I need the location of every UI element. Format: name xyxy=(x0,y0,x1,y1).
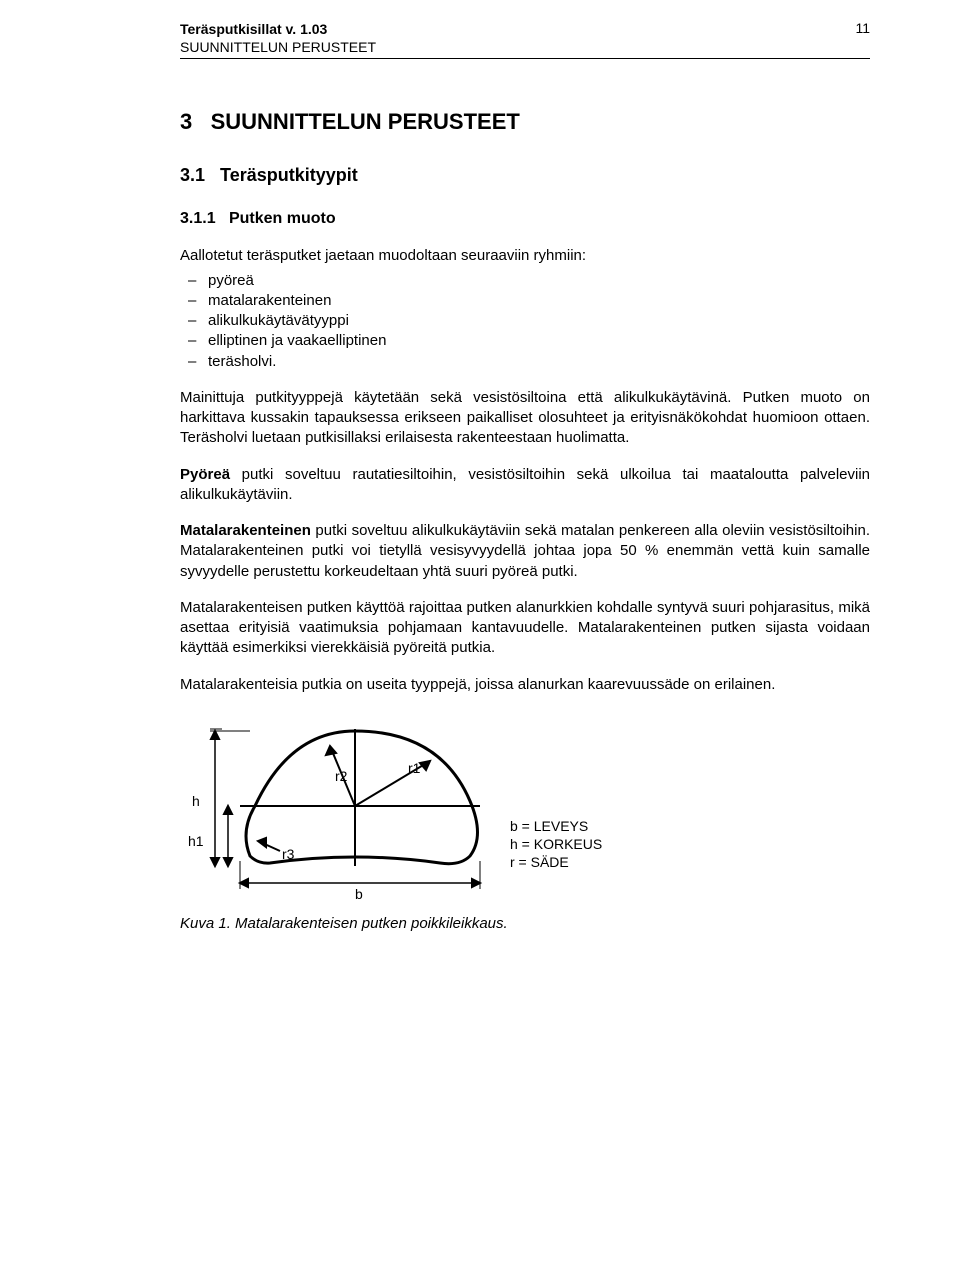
figure-caption: Kuva 1. Matalarakenteisen putken poikkil… xyxy=(180,915,870,932)
doc-title: Teräsputkisillat v. 1.03 xyxy=(180,20,376,38)
subsubsection-title: Putken muoto xyxy=(229,210,336,227)
paragraph-6: Matalarakenteisia putkia on useita tyypp… xyxy=(180,675,870,695)
subsection-title: Teräsputkityypit xyxy=(220,165,358,185)
section-number: 3 xyxy=(180,109,192,134)
paragraph-4: Matalarakenteinen putki soveltuu alikulk… xyxy=(180,521,870,582)
list-item: teräsholvi. xyxy=(180,352,870,372)
doc-subtitle: SUUNNITTELUN PERUSTEET xyxy=(180,38,376,56)
list-item: matalarakenteinen xyxy=(180,291,870,311)
cross-section-diagram: h h1 r2 r1 r3 b b = LEVEYS h = KORKEUS r… xyxy=(180,711,660,901)
subsubsection-number: 3.1.1 xyxy=(180,210,216,227)
paragraph-5: Matalarakenteisen putken käyttöä rajoitt… xyxy=(180,598,870,659)
label-b: b xyxy=(355,886,363,901)
figure-1: h h1 r2 r1 r3 b b = LEVEYS h = KORKEUS r… xyxy=(180,711,870,901)
label-h1: h1 xyxy=(188,833,204,849)
para3-bold: Pyöreä xyxy=(180,466,230,483)
paragraph-3: Pyöreä putki soveltuu rautatiesiltoihin,… xyxy=(180,465,870,506)
subsection-number: 3.1 xyxy=(180,165,205,185)
section-heading: 3 SUUNNITTELUN PERUSTEET xyxy=(180,109,870,135)
header-rule xyxy=(180,58,870,59)
list-item: pyöreä xyxy=(180,271,870,291)
para4-bold: Matalarakenteinen xyxy=(180,522,311,539)
page-header: Teräsputkisillat v. 1.03 SUUNNITTELUN PE… xyxy=(180,20,870,56)
list-item: elliptinen ja vaakaelliptinen xyxy=(180,331,870,351)
subsubsection-heading: 3.1.1 Putken muoto xyxy=(180,210,870,228)
label-r2: r2 xyxy=(335,768,348,784)
section-title: SUUNNITTELUN PERUSTEET xyxy=(211,109,520,134)
list-item: alikulkukäytävätyyppi xyxy=(180,311,870,331)
legend-r: r = SÄDE xyxy=(510,854,569,870)
para3-rest: putki soveltuu rautatiesiltoihin, vesist… xyxy=(180,466,870,503)
paragraph-2: Mainittuja putkityyppejä käytetään sekä … xyxy=(180,388,870,449)
label-r3: r3 xyxy=(282,846,295,862)
document-page: Teräsputkisillat v. 1.03 SUUNNITTELUN PE… xyxy=(0,0,960,1278)
label-h: h xyxy=(192,793,200,809)
legend-h: h = KORKEUS xyxy=(510,836,602,852)
label-r1: r1 xyxy=(408,760,421,776)
bullet-list: pyöreä matalarakenteinen alikulkukäytävä… xyxy=(180,271,870,372)
page-number: 11 xyxy=(855,20,870,36)
legend-b: b = LEVEYS xyxy=(510,818,588,834)
header-left: Teräsputkisillat v. 1.03 SUUNNITTELUN PE… xyxy=(180,20,376,56)
intro-paragraph: Aallotetut teräsputket jaetaan muodoltaa… xyxy=(180,246,870,266)
subsection-heading: 3.1 Teräsputkityypit xyxy=(180,165,870,186)
